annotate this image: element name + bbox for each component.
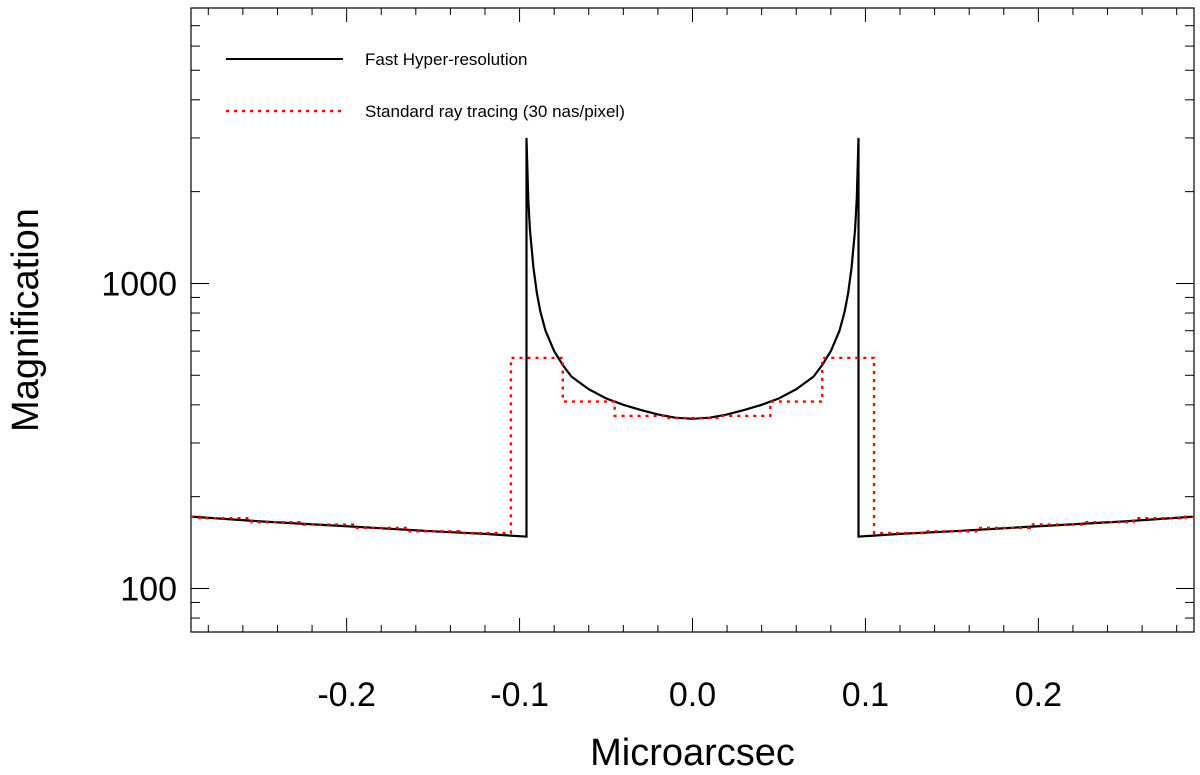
series-line-standard-ray-tracing	[191, 356, 1194, 535]
x-tick-label: -0.2	[317, 676, 376, 714]
legend-label-fast-hyper-resolution: Fast Hyper-resolution	[365, 50, 528, 69]
y-tick-label: 100	[120, 570, 177, 608]
x-tick-label: 0.1	[842, 676, 889, 714]
series-group	[190, 137, 1195, 538]
tick-labels: -0.2 -0.1 0.0 0.1 0.2 100 1000	[101, 265, 1062, 714]
plot-frame	[190, 7, 1195, 633]
x-tick-label: 0.0	[669, 676, 716, 714]
series-line-fast-hyper-resolution	[190, 137, 1195, 538]
plot-area	[190, 7, 1195, 633]
x-tick-label: 0.2	[1015, 676, 1062, 714]
y-axis-title: Magnification	[5, 208, 47, 432]
legend: Fast Hyper-resolution Standard ray traci…	[226, 50, 625, 121]
axis-ticks	[191, 7, 1194, 632]
x-tick-label: -0.1	[490, 676, 549, 714]
y-tick-label: 1000	[101, 265, 177, 303]
legend-label-standard-ray-tracing: Standard ray tracing (30 nas/pixel)	[365, 102, 625, 121]
x-axis-title: Microarcsec	[590, 732, 795, 774]
